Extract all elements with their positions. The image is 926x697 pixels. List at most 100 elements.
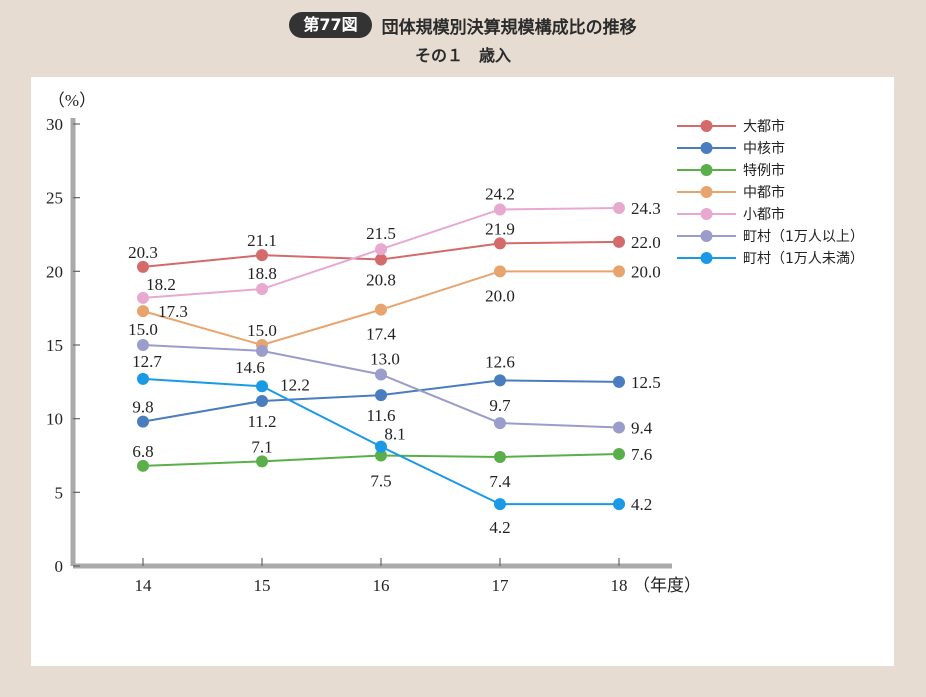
data-label: 17.3 xyxy=(158,302,188,321)
data-label: 24.2 xyxy=(485,184,515,203)
x-tick-label: 17 xyxy=(492,576,510,595)
legend-entry: 大都市 xyxy=(743,118,785,135)
data-point xyxy=(375,368,387,381)
data-label: 12.6 xyxy=(485,352,515,371)
data-point xyxy=(494,450,506,463)
data-point xyxy=(494,237,506,250)
data-label: 12.5 xyxy=(631,373,661,392)
x-tick-label: 16 xyxy=(373,576,390,595)
legend-entry: 小都市 xyxy=(743,206,785,223)
data-point xyxy=(375,449,387,462)
y-tick-label: 15 xyxy=(46,336,63,355)
data-point xyxy=(375,389,387,402)
data-point xyxy=(256,455,268,468)
data-label: 9.8 xyxy=(132,398,153,417)
legend-marker xyxy=(700,142,713,154)
data-point xyxy=(494,265,506,278)
data-label: 6.8 xyxy=(132,442,153,461)
data-label: 15.0 xyxy=(128,320,158,339)
data-label: 21.5 xyxy=(366,224,396,243)
data-point xyxy=(494,374,506,387)
data-label: 24.3 xyxy=(631,199,661,218)
legend-marker xyxy=(700,252,713,264)
x-tick-label: 14 xyxy=(135,576,153,595)
data-point xyxy=(613,265,625,278)
data-point xyxy=(256,344,268,357)
data-point xyxy=(613,201,625,214)
data-point xyxy=(613,235,625,248)
data-point xyxy=(613,421,625,434)
data-point xyxy=(256,283,268,296)
data-label: 20.3 xyxy=(128,243,158,262)
data-point xyxy=(137,260,149,273)
legend-entry: 中核市 xyxy=(743,140,785,157)
data-label: 15.0 xyxy=(247,321,277,340)
legend-marker xyxy=(700,208,713,220)
data-point xyxy=(613,498,625,511)
data-label: 11.2 xyxy=(247,412,276,431)
data-point xyxy=(613,448,625,461)
legend-marker xyxy=(700,120,713,132)
legend-marker xyxy=(700,186,713,198)
data-label: 7.1 xyxy=(251,437,272,456)
data-label: 22.0 xyxy=(631,233,661,252)
y-axis-unit-label: （%） xyxy=(48,91,96,110)
data-label: 21.9 xyxy=(485,219,515,238)
data-label: 20.0 xyxy=(485,286,515,305)
data-label: 20.8 xyxy=(366,271,396,290)
data-point xyxy=(256,249,268,262)
data-label: 7.6 xyxy=(631,445,652,464)
data-label: 7.5 xyxy=(370,472,391,491)
data-label: 9.7 xyxy=(489,396,511,415)
data-label: 17.4 xyxy=(366,325,396,344)
data-label: 18.2 xyxy=(146,275,176,294)
data-point xyxy=(256,380,268,393)
data-label: 18.8 xyxy=(247,264,277,283)
data-label: 12.2 xyxy=(280,375,310,394)
data-label: 8.1 xyxy=(384,425,405,444)
chart-title: 団体規模別決算規模構成比の推移 xyxy=(381,17,637,38)
data-point xyxy=(494,203,506,216)
legend-entry: 特例市 xyxy=(743,162,785,179)
chart-subtitle: その１ 歳入 xyxy=(414,46,511,65)
data-point xyxy=(375,303,387,316)
data-point xyxy=(137,291,149,304)
data-point xyxy=(137,372,149,385)
data-point xyxy=(137,459,149,472)
data-label: 14.6 xyxy=(235,358,265,377)
data-point xyxy=(494,498,506,511)
legend-marker xyxy=(700,164,713,176)
data-point xyxy=(375,253,387,266)
y-tick-label: 20 xyxy=(46,262,63,281)
data-label: 11.6 xyxy=(366,406,395,425)
x-axis-unit-label: （年度） xyxy=(633,576,701,595)
data-label: 4.2 xyxy=(631,495,652,514)
legend-entry: 中都市 xyxy=(743,184,785,201)
legend-entry: 町村（1万人以上） xyxy=(743,229,864,245)
legend-marker xyxy=(700,230,713,242)
y-tick-label: 10 xyxy=(46,410,63,429)
data-label: 4.2 xyxy=(489,518,510,537)
x-tick-label: 18 xyxy=(611,576,628,595)
data-label: 21.1 xyxy=(247,231,277,250)
chart-header: 第77図 団体規模別決算規模構成比の推移 その１ 歳入 xyxy=(0,10,926,66)
data-point xyxy=(137,339,149,351)
figure-number-badge: 第77図 xyxy=(289,12,372,38)
legend-entry: 町村（1万人未満） xyxy=(743,251,864,267)
data-point xyxy=(137,415,149,428)
y-tick-label: 0 xyxy=(55,557,64,576)
data-point xyxy=(256,394,268,407)
data-point xyxy=(494,417,506,430)
y-tick-label: 30 xyxy=(46,115,63,134)
data-label: 9.4 xyxy=(631,419,653,438)
y-tick-label: 25 xyxy=(46,189,63,208)
x-tick-label: 15 xyxy=(254,576,271,595)
data-label: 13.0 xyxy=(370,349,400,368)
data-point xyxy=(613,375,625,388)
data-point xyxy=(375,440,387,453)
data-label: 7.4 xyxy=(489,472,511,491)
data-point xyxy=(375,243,387,256)
data-label: 12.7 xyxy=(132,352,162,371)
data-label: 20.0 xyxy=(631,262,661,281)
